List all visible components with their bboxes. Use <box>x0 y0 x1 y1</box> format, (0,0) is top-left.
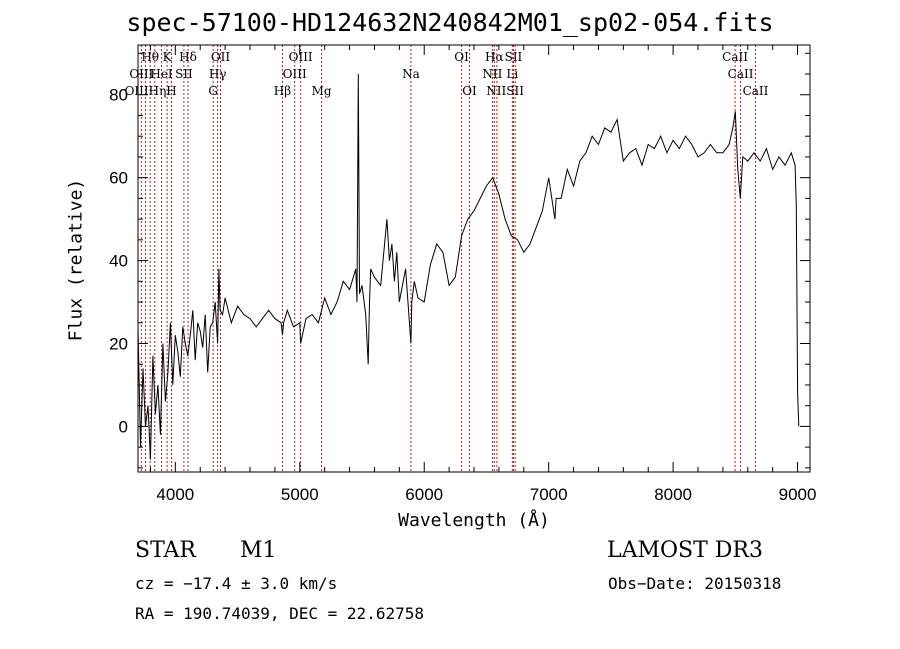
object-class: STAR <box>135 538 196 563</box>
plot-frame <box>137 44 811 473</box>
line-label-24: NIISII <box>486 84 524 98</box>
chart-title: spec-57100-HD124632N240842M01_sp02-054.f… <box>126 8 774 37</box>
line-label-14: Na <box>402 67 420 81</box>
line-label-11: SII <box>175 67 193 81</box>
obs-date: Obs−Date: 20150318 <box>608 574 782 593</box>
x-tick-label-7000: 7000 <box>530 485 568 504</box>
line-label-2: Hδ <box>179 50 197 64</box>
line-label-7: SII <box>505 50 523 64</box>
line-label-6: Hα <box>485 50 504 64</box>
line-label-15: NII <box>482 67 502 81</box>
y-tick-label-0: 0 <box>119 417 128 436</box>
survey-name: LAMOST DR3 <box>607 538 763 563</box>
x-tick-label-9000: 9000 <box>779 485 817 504</box>
x-tick-label-6000: 6000 <box>405 485 443 504</box>
line-label-12: Hγ <box>209 67 227 81</box>
x-tick-label-4000: 4000 <box>156 485 194 504</box>
line-label-22: Mg <box>312 84 332 98</box>
line-label-18: OIIIHη <box>125 84 167 98</box>
emission-lines-layer <box>140 45 756 472</box>
line-label-16: Li <box>506 67 518 81</box>
x-axis-label: Wavelength (Å) <box>398 510 550 531</box>
y-tick-label-40: 40 <box>109 252 128 271</box>
y-tick-label-80: 80 <box>109 86 128 105</box>
line-label-17: CaII <box>728 67 754 81</box>
line-label-9: OIII <box>129 67 153 81</box>
line-label-5: OI <box>454 50 469 64</box>
line-label-21: Hβ <box>274 84 291 98</box>
axis-ticks-layer: 4000 5000 6000 7000 8000 9000 0 20 40 60 80 <box>109 45 816 504</box>
line-label-8: CaII <box>722 50 748 64</box>
line-label-4: OIII <box>289 50 313 64</box>
line-label-13: OIII <box>283 67 307 81</box>
series-flux <box>137 73 800 460</box>
x-tick-label-5000: 5000 <box>281 485 319 504</box>
line-label-20: G <box>208 84 218 98</box>
object-subclass: M1 <box>240 538 277 563</box>
line-label-0: Hθ <box>141 50 159 64</box>
x-tick-label-8000: 8000 <box>654 485 692 504</box>
y-tick-label-20: 20 <box>109 334 128 353</box>
line-label-3: OII <box>211 50 231 64</box>
line-label-19: H <box>166 84 176 98</box>
line-label-23: OI <box>462 84 477 98</box>
coordinates: RA = 190.74039, DEC = 22.62758 <box>135 604 424 623</box>
line-label-1: K <box>163 50 173 64</box>
y-tick-label-60: 60 <box>109 169 128 188</box>
line-label-10: HeI <box>150 67 173 81</box>
spectrum-series-layer <box>137 73 800 460</box>
line-label-25: CaII <box>743 84 769 98</box>
y-axis-label: Flux (relative) <box>65 178 87 342</box>
redshift-readout: cz = −17.4 ± 3.0 km/s <box>135 574 338 593</box>
